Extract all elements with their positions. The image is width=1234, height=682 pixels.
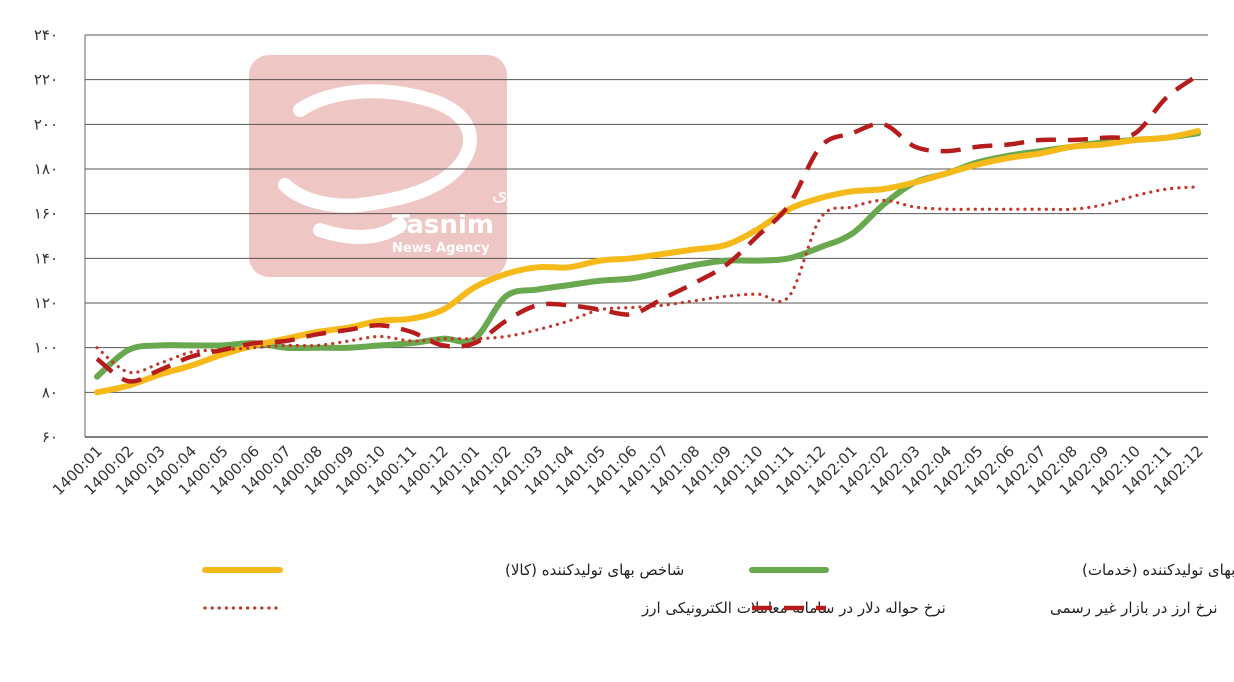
y-tick-label: ۱۸۰ (34, 160, 58, 178)
y-tick-label: ۶۰ (42, 428, 58, 446)
y-tick-label: ۱۶۰ (34, 205, 58, 223)
watermark-logo: خبرگزاری Tasnim News Agency (249, 55, 573, 277)
watermark-text-en: Tasnim (392, 210, 494, 240)
series-line-3 (95, 73, 1200, 384)
y-tick-label: ۱۴۰ (34, 249, 58, 267)
grid-lines (85, 34, 1208, 438)
legend-label-0: شاخص بهای تولیدکننده (کالا) (505, 561, 684, 579)
watermark-text-sub: News Agency (392, 241, 490, 256)
series-lines (94, 73, 1201, 396)
y-tick-label: ۲۲۰ (34, 71, 58, 89)
y-tick-label: ۲۰۰ (34, 115, 58, 133)
y-tick-label: ۲۴۰ (34, 26, 58, 44)
y-tick-label: ۱۰۰ (34, 339, 58, 357)
y-tick-label: ۱۲۰ (34, 294, 58, 312)
watermark-text-fa: خبرگزاری (492, 181, 573, 205)
x-axis-ticks: 1400:011400:021400:031400:041400:051400:… (49, 442, 1207, 499)
legend: شاخص بهای تولیدکننده (کالا) شاخص بهای تول… (202, 561, 1234, 617)
y-tick-label: ۸۰ (42, 383, 58, 401)
series-line-2 (95, 185, 1200, 375)
y-axis-ticks: ۶۰ ۸۰ ۱۰۰ ۱۲۰ ۱۴۰ ۱۶۰ ۱۸۰ ۲۰۰ ۲۲۰ ۲۴۰ (34, 26, 58, 446)
legend-label-1: شاخص بهای تولیدکننده (خدمات) (1082, 561, 1234, 579)
watermark-glyph (278, 84, 477, 244)
legend-label-3: نرخ ارز در بازار غیر رسمی (1050, 599, 1218, 617)
